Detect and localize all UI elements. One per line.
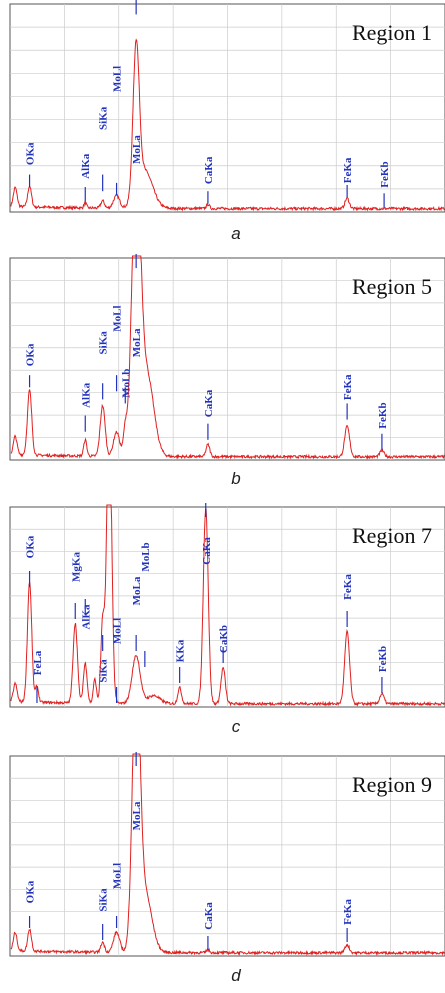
spectrum-line [10,504,445,707]
peak-label: MoLl [112,305,124,331]
region-title: Region 7 [352,523,432,548]
peak-label: FeLa [32,650,44,675]
spectrum-line [10,38,445,212]
peak-label: SiKa [98,106,110,130]
peak-label: SiKa [98,888,110,912]
spectrum-chart-c: OKa FeLa MgKa AlKa SiKa MoLl MoLa MoLb KKa CaKa Ca… [9,503,445,708]
peak-label: KKa [175,639,187,662]
peak-label: FeKb [379,161,391,187]
panel-caption-b: b [231,469,241,488]
peak-label: CaKa [203,156,215,184]
peak-label: CaKa [201,537,213,565]
grid [10,756,445,956]
region-title: Region 1 [352,20,432,45]
peak-label: MoLl [112,66,124,92]
peak-label: MoLb [140,542,152,571]
peak-label: MgKa [70,552,82,582]
peak-label: CaKa [203,389,215,417]
peak-label: FeKa [342,157,354,183]
peak-label: FeKb [377,402,389,428]
peak-label: FeKa [342,899,354,925]
spectrum-panel-b: OKa AlKa SiKa MoLl MoLb MoLa CaKa FeKa FeKb Regio… [0,253,445,490]
panel-caption-a: a [231,224,241,243]
spectrum-panel-a: OKa AlKa SiKa MoLl MoLa CaKa FeKa FeKb Region 1 … [0,0,445,246]
peak-label: MoLa [131,135,143,164]
spectrum-line [10,753,445,956]
spectrum-line [10,255,445,460]
peak-label: FeKa [342,374,354,400]
peak-label: MoLb [120,369,132,398]
peak-label: OKa [25,535,37,558]
grid [10,258,445,460]
panel-caption-d: d [231,966,241,985]
peak-label: MoLa [131,576,143,605]
peak-label: AlKa [80,382,92,408]
peak-label: AlKa [80,153,92,179]
peak-label: MoLl [112,618,124,644]
peak-label: MoLa [131,328,143,357]
panel-caption-c: c [231,717,241,736]
spectrum-panel-d: OKa SiKa MoLl MoLa CaKa FeKa Region 9 d [0,752,445,992]
peak-label: CaKa [203,902,215,930]
peak-label: MoLa [131,801,143,830]
peak-label: SiKa [98,659,110,683]
peak-label: AlKa [80,604,92,630]
peak-label: CaKb [218,625,230,653]
region-title: Region 5 [352,274,432,299]
peak-label: OKa [25,880,37,903]
peak-label: MoLl [112,863,124,889]
peak-label: FeKa [342,574,354,600]
grid [10,4,445,212]
spectrum-panel-c: OKa FeLa MgKa AlKa SiKa MoLl MoLa MoLb KKa CaKa Ca… [0,503,445,739]
region-title: Region 9 [352,772,432,797]
peak-label: FeKb [377,646,389,672]
peak-label: SiKa [98,331,110,355]
spectrum-chart-a: OKa AlKa SiKa MoLl MoLa CaKa FeKa FeKb Region 1 [9,0,445,213]
peak-label: OKa [25,343,37,366]
peak-label: OKa [25,142,37,165]
